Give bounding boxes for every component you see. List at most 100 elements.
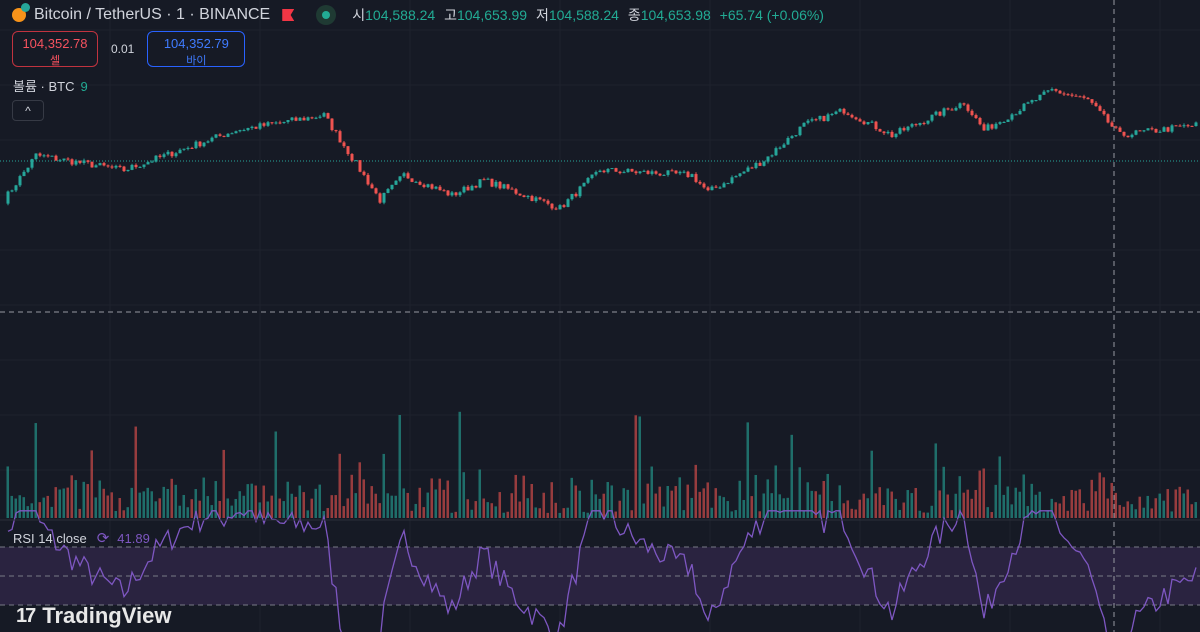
- candle-body: [1046, 90, 1050, 92]
- volume-bar: [654, 493, 657, 518]
- volume-bar: [1154, 498, 1157, 518]
- candle-body: [326, 113, 330, 119]
- volume-bar: [234, 498, 237, 518]
- candle-body: [450, 192, 454, 196]
- candle-body: [606, 168, 610, 173]
- sell-button[interactable]: 104,352.78 셀: [12, 31, 98, 67]
- candle-body: [518, 193, 522, 196]
- candle-body: [1106, 114, 1110, 123]
- collapse-button[interactable]: ^: [12, 100, 44, 121]
- volume-bar: [162, 486, 165, 518]
- candle-body: [442, 190, 446, 192]
- candle-body: [482, 179, 486, 181]
- volume-bar: [942, 466, 945, 518]
- candle-body: [850, 114, 854, 118]
- candle-body: [338, 131, 342, 143]
- volume-bar: [22, 497, 25, 518]
- volume-bar: [838, 485, 841, 518]
- candle-body: [930, 114, 934, 121]
- volume-bar: [1018, 491, 1021, 518]
- candle-body: [174, 153, 178, 157]
- volume-bar: [874, 493, 877, 518]
- volume-bar: [1022, 474, 1025, 518]
- volume-bar: [522, 475, 525, 518]
- buy-button[interactable]: 104,352.79 바이: [147, 31, 246, 67]
- candle-body: [698, 181, 702, 184]
- volume-bar: [790, 434, 793, 518]
- volume-bar: [102, 488, 105, 518]
- rsi-line: [7, 508, 1197, 632]
- candle-body: [426, 184, 430, 187]
- candle-body: [814, 119, 818, 121]
- candle-body: [1022, 103, 1026, 111]
- candle-body: [242, 130, 246, 132]
- candle-body: [246, 128, 250, 131]
- volume-bar: [42, 497, 45, 518]
- candle-body: [1086, 97, 1090, 100]
- volume-bar: [1102, 477, 1105, 518]
- candle-body: [578, 186, 582, 197]
- candle-body: [642, 170, 646, 172]
- volume-bar: [598, 498, 601, 518]
- volume-bar: [402, 488, 405, 518]
- volume-bar: [426, 492, 429, 518]
- volume-bar: [178, 505, 181, 518]
- volume-bar: [14, 498, 17, 518]
- candle-body: [122, 166, 126, 172]
- candle-body: [1094, 102, 1098, 107]
- candle-body: [498, 181, 502, 189]
- volume-bar: [1062, 496, 1065, 518]
- candle-body: [802, 122, 806, 127]
- volume-bar: [1166, 489, 1169, 518]
- volume-bar: [534, 507, 537, 518]
- candle-body: [730, 177, 734, 184]
- volume-bar: [950, 510, 953, 518]
- volume-bar: [974, 489, 977, 518]
- flag-icon[interactable]: [282, 9, 295, 21]
- rsi-legend[interactable]: RSI 14 close ⟳ 41.89: [13, 530, 150, 547]
- candle-body: [558, 205, 562, 210]
- volume-bar: [466, 499, 469, 518]
- volume-bar: [1082, 503, 1085, 518]
- candle-body: [1026, 102, 1030, 104]
- candle-body: [1146, 128, 1150, 131]
- candle-body: [250, 126, 254, 129]
- symbol-title[interactable]: Bitcoin / TetherUS · 1 · BINANCE: [34, 6, 271, 23]
- candle-body: [906, 126, 910, 131]
- volume-bar: [550, 482, 553, 518]
- volume-bar: [82, 481, 85, 518]
- volume-bar: [418, 487, 421, 518]
- volume-bar: [670, 490, 673, 518]
- refresh-icon[interactable]: ⟳: [96, 530, 110, 547]
- volume-bar: [606, 482, 609, 518]
- volume-bar: [726, 501, 729, 518]
- volume-bar: [26, 506, 29, 518]
- volume-legend[interactable]: 볼륨 · BTC 9: [13, 79, 88, 94]
- candle-body: [610, 168, 614, 170]
- volume-bar: [78, 508, 81, 518]
- volume-bar: [1122, 506, 1125, 518]
- volume-bar: [170, 478, 173, 518]
- candle-body: [206, 141, 210, 143]
- candle-body: [282, 122, 286, 124]
- candle-body: [310, 117, 314, 119]
- candle-body: [474, 185, 478, 188]
- candle-body: [966, 104, 970, 111]
- candle-body: [822, 115, 826, 122]
- candle-body: [1122, 131, 1126, 136]
- candle-body: [1002, 122, 1006, 124]
- candle-body: [714, 186, 718, 188]
- candle-body: [378, 193, 382, 203]
- volume-bar: [938, 490, 941, 518]
- volume-bar: [66, 487, 69, 518]
- candle-body: [778, 147, 782, 149]
- candle-body: [30, 159, 34, 168]
- tradingview-logo[interactable]: 17 TradingView: [16, 603, 172, 628]
- market-status-icon[interactable]: [316, 5, 337, 25]
- candle-body: [506, 184, 510, 189]
- candle-body: [466, 186, 470, 191]
- volume-bar: [554, 502, 557, 518]
- candle-body: [138, 166, 142, 168]
- candle-body: [830, 113, 834, 115]
